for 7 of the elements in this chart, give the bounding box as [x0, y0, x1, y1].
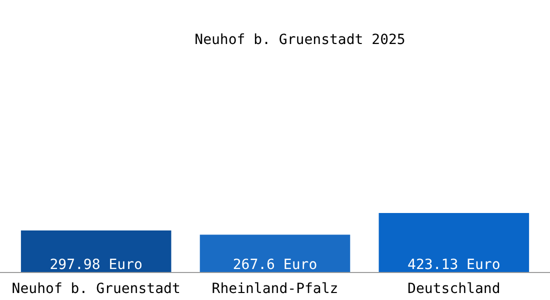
data-label: 267.6 Euro	[232, 257, 318, 273]
data-label: 423.13 Euro	[408, 257, 500, 273]
x-tick-label: Deutschland	[408, 281, 500, 297]
data-label: 297.98 Euro	[50, 257, 142, 273]
chart-title: Neuhof b. Gruenstadt 2025	[194, 32, 406, 48]
x-tick-label: Rheinland-Pfalz	[212, 281, 338, 297]
x-tick-label: Neuhof b. Gruenstadt	[12, 281, 180, 297]
